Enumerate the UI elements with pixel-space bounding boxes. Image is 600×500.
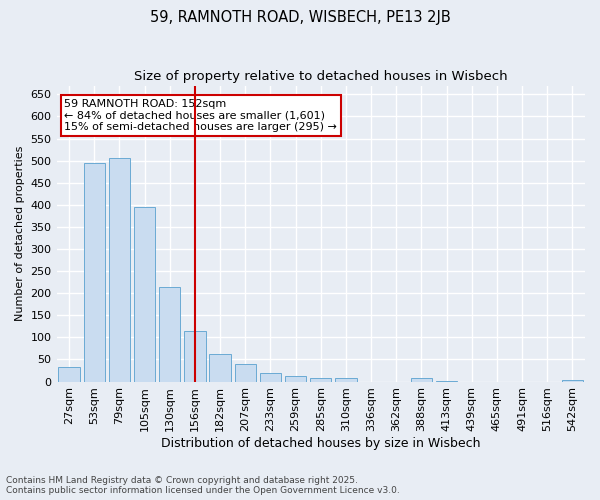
Bar bbox=[209, 354, 231, 382]
Y-axis label: Number of detached properties: Number of detached properties bbox=[15, 146, 25, 322]
Bar bbox=[235, 364, 256, 382]
Bar bbox=[335, 378, 356, 382]
Bar bbox=[562, 380, 583, 382]
Bar bbox=[109, 158, 130, 382]
Text: 59 RAMNOTH ROAD: 152sqm
← 84% of detached houses are smaller (1,601)
15% of semi: 59 RAMNOTH ROAD: 152sqm ← 84% of detache… bbox=[64, 99, 337, 132]
Bar bbox=[134, 207, 155, 382]
Bar bbox=[260, 372, 281, 382]
Title: Size of property relative to detached houses in Wisbech: Size of property relative to detached ho… bbox=[134, 70, 508, 83]
Bar bbox=[310, 378, 331, 382]
Bar bbox=[411, 378, 432, 382]
Text: 59, RAMNOTH ROAD, WISBECH, PE13 2JB: 59, RAMNOTH ROAD, WISBECH, PE13 2JB bbox=[149, 10, 451, 25]
Bar bbox=[159, 288, 181, 382]
Bar bbox=[285, 376, 307, 382]
X-axis label: Distribution of detached houses by size in Wisbech: Distribution of detached houses by size … bbox=[161, 437, 481, 450]
Bar bbox=[184, 331, 206, 382]
Bar bbox=[83, 163, 105, 382]
Text: Contains HM Land Registry data © Crown copyright and database right 2025.
Contai: Contains HM Land Registry data © Crown c… bbox=[6, 476, 400, 495]
Bar bbox=[58, 368, 80, 382]
